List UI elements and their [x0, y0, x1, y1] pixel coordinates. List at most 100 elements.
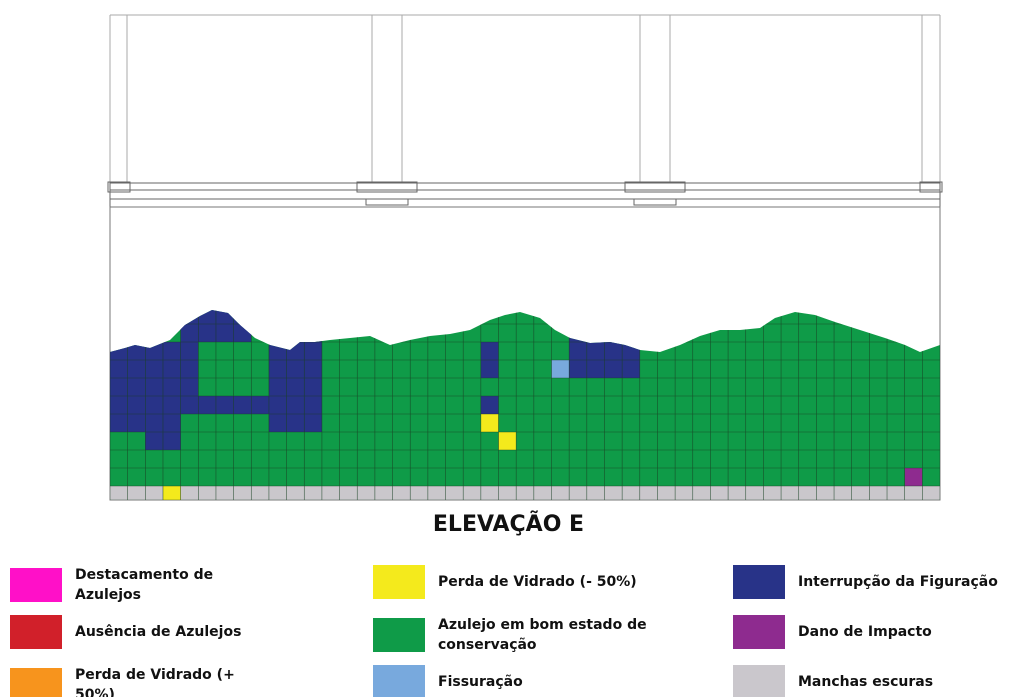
tile [180, 342, 199, 360]
elevation-title: ELEVAÇÃO E [432, 512, 585, 537]
tile [286, 414, 305, 432]
legend-item: Ausência de Azulejos [10, 615, 245, 649]
tile [710, 486, 729, 500]
legend-item: Destacamento de Azulejos [10, 565, 245, 605]
tile [110, 486, 128, 500]
tile [215, 486, 234, 500]
legend-label: Dano de Impacto [798, 624, 932, 640]
tile [110, 342, 128, 360]
tile [904, 468, 923, 486]
tile [304, 360, 322, 378]
legend-item: Perda de Vidrado (+ 50%) [10, 665, 245, 697]
legend-label: Perda de Vidrado (+ 50%) [75, 667, 235, 697]
tile [834, 486, 852, 500]
tile [127, 396, 146, 414]
tile [922, 486, 940, 500]
legend-swatch [733, 665, 785, 697]
tile [162, 432, 181, 450]
tile [551, 486, 570, 500]
tile [233, 310, 252, 324]
tile [162, 396, 181, 414]
legend-swatch [373, 665, 425, 697]
tile [286, 378, 305, 396]
tile [110, 378, 128, 396]
tile [445, 486, 464, 500]
tile [162, 414, 181, 432]
tile [692, 486, 711, 500]
tile [675, 486, 693, 500]
legend-swatch [733, 565, 785, 599]
tile [745, 486, 764, 500]
tile [145, 486, 163, 500]
tile [268, 396, 287, 414]
tile [198, 396, 216, 414]
tile [304, 486, 322, 500]
tile [127, 378, 146, 396]
tile [180, 310, 199, 324]
legend-item: Dano de Impacto [733, 615, 1017, 649]
tile [268, 342, 287, 360]
tile [162, 342, 181, 360]
tile [162, 378, 181, 396]
tile [569, 324, 587, 342]
tile [569, 360, 587, 378]
tile [198, 310, 216, 324]
tile [728, 486, 746, 500]
legend-label: Perda de Vidrado (- 50%) [438, 574, 637, 590]
tile [304, 396, 322, 414]
tile [162, 360, 181, 378]
tile [286, 324, 305, 342]
tile [304, 324, 322, 342]
tile [145, 396, 163, 414]
tile [622, 324, 640, 342]
tile [304, 378, 322, 396]
tile [215, 396, 234, 414]
tile [604, 342, 623, 360]
tile [480, 360, 499, 378]
tile [639, 486, 658, 500]
tile [586, 342, 605, 360]
tile [551, 360, 570, 378]
tile [604, 486, 623, 500]
tile [392, 486, 411, 500]
tile [869, 486, 888, 500]
tile [586, 360, 605, 378]
tile [251, 486, 269, 500]
tile [339, 486, 358, 500]
tile [180, 360, 199, 378]
tile [357, 486, 375, 500]
legend-swatch [733, 615, 785, 649]
tile [887, 486, 905, 500]
tile [604, 360, 623, 378]
tile [162, 486, 181, 500]
tile [127, 414, 146, 432]
tile [145, 414, 163, 432]
tile [198, 324, 216, 342]
tile [233, 396, 252, 414]
tile [586, 486, 605, 500]
tile [110, 396, 128, 414]
tile [180, 396, 199, 414]
tile [304, 414, 322, 432]
tile [498, 432, 517, 450]
legend-label: Fissuração [438, 674, 523, 690]
tile [657, 486, 676, 500]
legend-label: Destacamento de Azulejos [75, 567, 214, 603]
tile [251, 396, 269, 414]
tile [781, 486, 799, 500]
tile [286, 396, 305, 414]
tile [533, 486, 552, 500]
legend-swatch [10, 568, 62, 602]
tile [374, 486, 393, 500]
tile [463, 486, 481, 500]
tile [816, 486, 835, 500]
tile [145, 360, 163, 378]
tile [321, 486, 340, 500]
tile [480, 414, 499, 432]
legend-item: Azulejo em bom estado de conservação [373, 615, 668, 655]
legend-label: Ausência de Azulejos [75, 624, 242, 640]
tile [286, 342, 305, 360]
tile [180, 486, 199, 500]
tile [622, 486, 640, 500]
